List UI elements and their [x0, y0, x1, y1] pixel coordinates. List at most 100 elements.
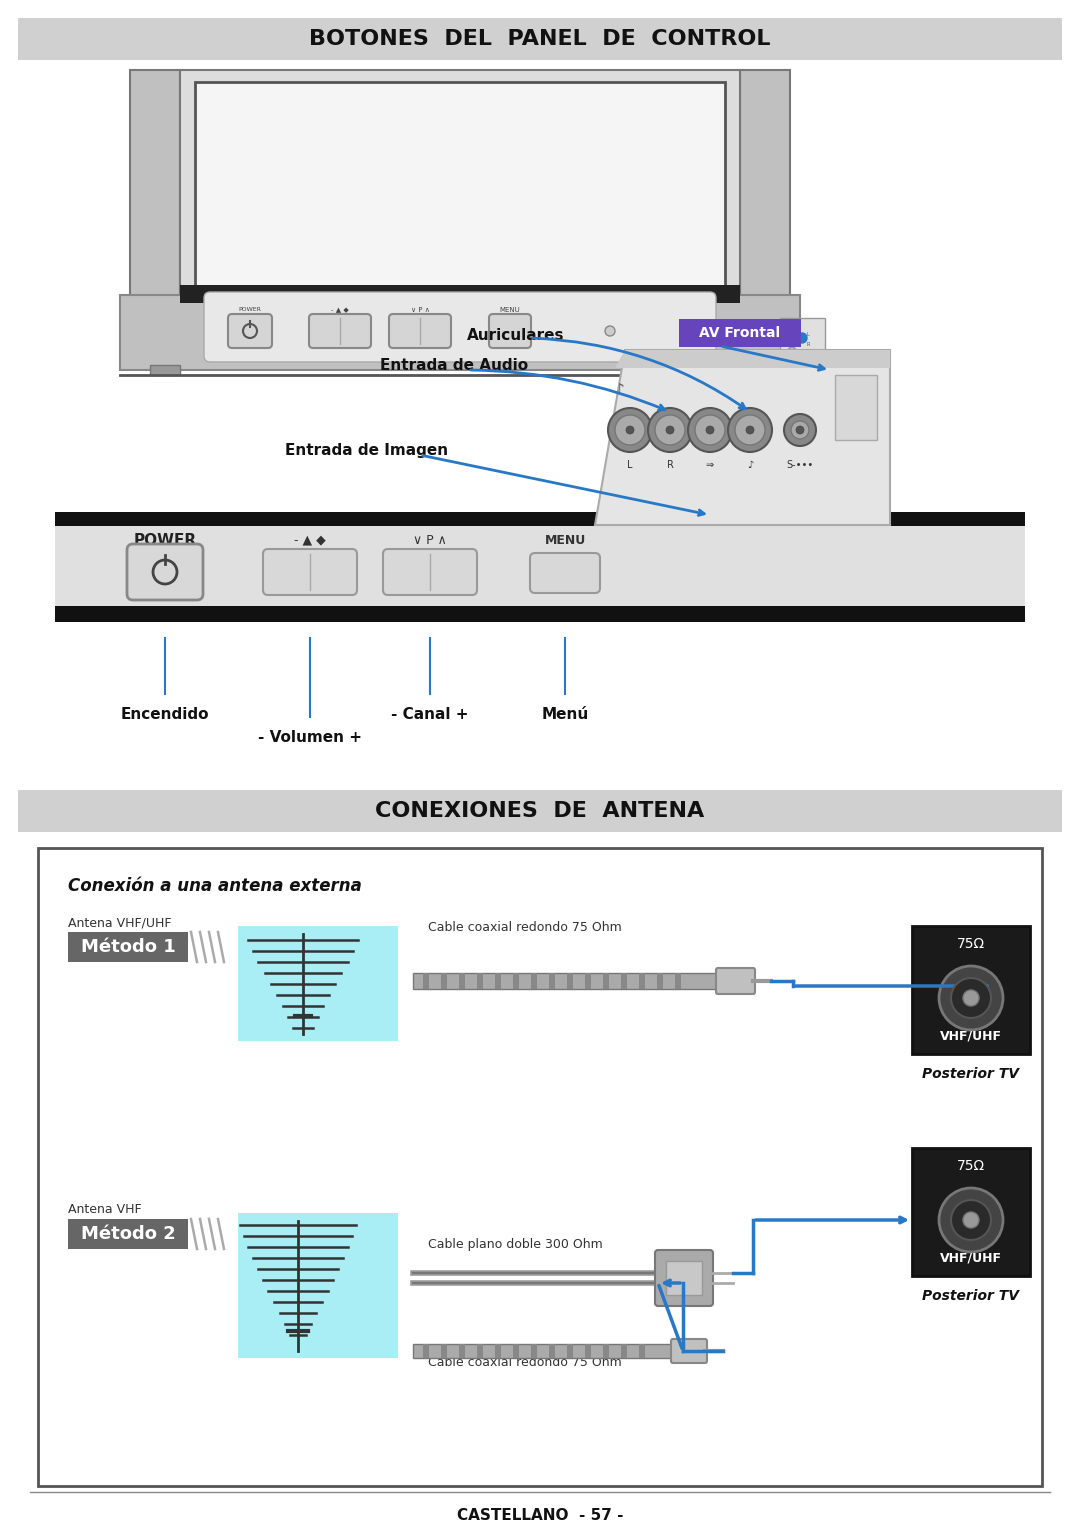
Text: ⇒: ⇒: [706, 460, 714, 471]
Text: Encendido: Encendido: [121, 707, 210, 723]
FancyBboxPatch shape: [549, 973, 555, 989]
FancyBboxPatch shape: [238, 1213, 399, 1358]
Text: VHF/UHF: VHF/UHF: [940, 1251, 1002, 1265]
FancyBboxPatch shape: [180, 286, 740, 303]
Text: MENU: MENU: [500, 307, 521, 313]
FancyBboxPatch shape: [621, 973, 627, 989]
Circle shape: [784, 414, 816, 446]
Text: VHF/UHF: VHF/UHF: [940, 1030, 1002, 1042]
FancyBboxPatch shape: [68, 1219, 188, 1248]
FancyBboxPatch shape: [740, 365, 770, 374]
Text: 75Ω: 75Ω: [957, 1160, 985, 1174]
Circle shape: [626, 426, 634, 434]
Circle shape: [791, 422, 809, 439]
FancyBboxPatch shape: [18, 18, 1062, 60]
Text: R: R: [807, 341, 810, 347]
FancyBboxPatch shape: [531, 1345, 537, 1358]
Circle shape: [688, 408, 732, 452]
Text: ♪: ♪: [616, 382, 625, 397]
FancyBboxPatch shape: [671, 1339, 707, 1363]
Circle shape: [951, 1199, 991, 1241]
FancyBboxPatch shape: [413, 973, 723, 989]
FancyBboxPatch shape: [204, 292, 716, 362]
FancyBboxPatch shape: [130, 70, 180, 299]
Text: Antena VHF: Antena VHF: [68, 1203, 141, 1216]
Text: Auriculares: Auriculares: [467, 327, 565, 342]
Circle shape: [963, 1212, 978, 1229]
FancyBboxPatch shape: [530, 553, 600, 593]
Circle shape: [706, 426, 714, 434]
FancyBboxPatch shape: [639, 973, 645, 989]
FancyBboxPatch shape: [513, 973, 519, 989]
Text: BOTONES  DEL  PANEL  DE  CONTROL: BOTONES DEL PANEL DE CONTROL: [309, 29, 771, 49]
Text: CASTELLANO  - 57 -: CASTELLANO - 57 -: [457, 1508, 623, 1522]
FancyBboxPatch shape: [679, 319, 801, 347]
Text: Conexión a una antena externa: Conexión a una antena externa: [68, 877, 362, 895]
Text: - ▲ ◆: - ▲ ◆: [294, 533, 326, 547]
Text: S-•••: S-•••: [786, 460, 813, 471]
FancyBboxPatch shape: [423, 973, 429, 989]
Circle shape: [939, 1187, 1003, 1251]
Circle shape: [608, 408, 652, 452]
FancyBboxPatch shape: [423, 1345, 429, 1358]
FancyBboxPatch shape: [441, 973, 447, 989]
FancyBboxPatch shape: [18, 790, 1062, 833]
FancyBboxPatch shape: [38, 848, 1042, 1487]
FancyBboxPatch shape: [238, 926, 399, 1041]
Text: Cable coaxial redondo 75 Ohm: Cable coaxial redondo 75 Ohm: [428, 921, 622, 934]
Text: Menú: Menú: [541, 707, 589, 723]
FancyBboxPatch shape: [780, 318, 825, 368]
Circle shape: [746, 426, 754, 434]
Circle shape: [788, 338, 796, 345]
Circle shape: [696, 416, 725, 445]
FancyBboxPatch shape: [68, 932, 188, 963]
Text: 75Ω: 75Ω: [957, 937, 985, 950]
FancyBboxPatch shape: [666, 1261, 702, 1296]
FancyBboxPatch shape: [603, 973, 609, 989]
FancyBboxPatch shape: [654, 1250, 713, 1306]
Text: ⇒: ⇒: [806, 351, 810, 356]
Text: ♪: ♪: [747, 460, 753, 471]
Circle shape: [654, 416, 685, 445]
Text: - ▲ ◆: - ▲ ◆: [332, 307, 349, 313]
Polygon shape: [595, 350, 890, 526]
Text: MENU: MENU: [544, 533, 585, 547]
FancyBboxPatch shape: [264, 549, 357, 594]
FancyBboxPatch shape: [477, 973, 483, 989]
Circle shape: [788, 327, 796, 335]
Circle shape: [788, 347, 796, 354]
Text: CONEXIONES  DE  ANTENA: CONEXIONES DE ANTENA: [376, 801, 704, 821]
FancyBboxPatch shape: [127, 544, 203, 601]
Text: - Volumen +: - Volumen +: [258, 730, 362, 746]
Circle shape: [796, 426, 804, 434]
FancyBboxPatch shape: [495, 1345, 501, 1358]
Text: ∨ P ∧: ∨ P ∧: [414, 533, 447, 547]
FancyBboxPatch shape: [603, 1345, 609, 1358]
FancyBboxPatch shape: [567, 1345, 573, 1358]
FancyBboxPatch shape: [55, 512, 1025, 622]
FancyBboxPatch shape: [459, 1345, 465, 1358]
FancyBboxPatch shape: [740, 70, 789, 299]
Text: Antena VHF/UHF: Antena VHF/UHF: [68, 915, 172, 929]
Circle shape: [648, 408, 692, 452]
FancyBboxPatch shape: [459, 973, 465, 989]
FancyBboxPatch shape: [228, 313, 272, 348]
Circle shape: [615, 416, 645, 445]
Text: Posterior TV: Posterior TV: [922, 1290, 1020, 1303]
Text: Entrada de Imagen: Entrada de Imagen: [285, 443, 448, 457]
FancyBboxPatch shape: [413, 1345, 678, 1358]
Circle shape: [797, 333, 807, 342]
Circle shape: [728, 408, 772, 452]
FancyBboxPatch shape: [495, 973, 501, 989]
FancyBboxPatch shape: [477, 1345, 483, 1358]
Circle shape: [963, 990, 978, 1005]
FancyBboxPatch shape: [489, 313, 531, 348]
Text: POWER: POWER: [239, 307, 261, 312]
Text: Cable plano doble 300 Ohm: Cable plano doble 300 Ohm: [428, 1238, 603, 1251]
Text: ♪: ♪: [807, 362, 810, 367]
FancyBboxPatch shape: [195, 83, 725, 287]
Text: Método 1: Método 1: [81, 938, 175, 957]
Circle shape: [939, 966, 1003, 1030]
FancyBboxPatch shape: [835, 374, 877, 440]
Text: Posterior TV: Posterior TV: [922, 1067, 1020, 1080]
